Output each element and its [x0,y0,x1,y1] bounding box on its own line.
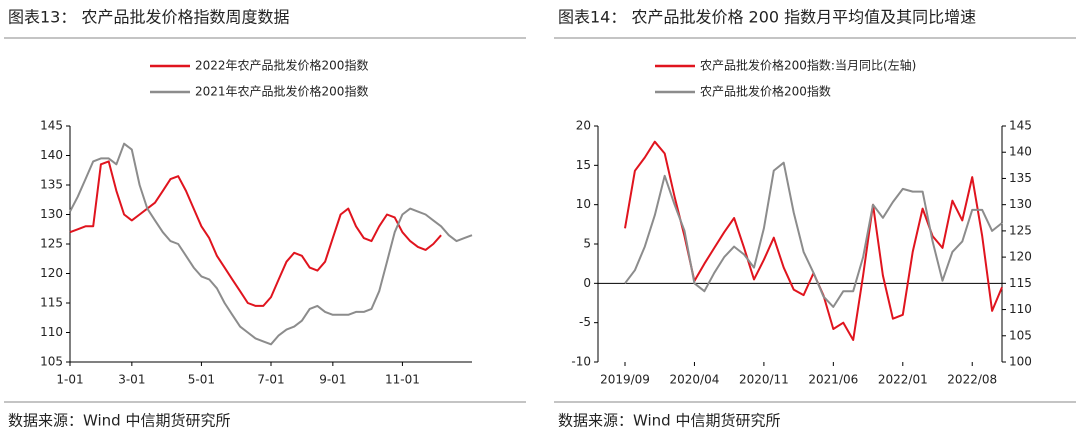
x-tick-label: 7-01 [257,373,284,387]
legend-label: 农产品批发价格200指数:当月同比(左轴) [700,58,916,73]
x-tick-label: 5-01 [188,373,215,387]
legend-label: 农产品批发价格200指数 [700,84,831,99]
y-tick-label: 110 [40,325,63,339]
y2-tick-label: 105 [1009,328,1032,342]
y2-tick-label: 120 [1009,250,1032,264]
y-tick-label: 120 [40,266,63,280]
y-tick-label: 0 [583,276,591,290]
y-tick-label: 10 [576,197,591,211]
y-tick-label: 130 [40,207,63,221]
source: 数据来源：Wind 中信期货研究所 [558,412,780,430]
y-tick-label: 5 [583,237,591,251]
x-tick-label: 11-01 [385,373,420,387]
chart-title: 图表14： 农产品批发价格 200 指数月平均值及其同比增速 [558,8,976,27]
y2-tick-label: 115 [1009,276,1032,290]
y-tick-label: -10 [571,355,591,369]
x-tick-label: 2020/04 [670,373,720,387]
chart-title: 图表13： 农产品批发价格指数周度数据 [8,8,289,27]
y2-tick-label: 135 [1009,171,1032,185]
y-tick-label: 140 [40,148,63,162]
y2-tick-label: 100 [1009,355,1032,369]
y-tick-label: -5 [579,315,591,329]
series-line [624,140,1003,341]
y-tick-label: 125 [40,237,63,251]
x-tick-label: 2019/09 [600,373,650,387]
series-line [69,142,473,346]
y2-tick-label: 125 [1009,223,1032,237]
legend-label: 2022年农产品批发价格200指数 [195,58,368,73]
y-tick-label: 105 [40,355,63,369]
source: 数据来源：Wind 中信期货研究所 [8,412,230,430]
x-tick-label: 9-01 [319,373,346,387]
x-tick-label: 2020/11 [739,373,789,387]
y2-tick-label: 110 [1009,302,1032,316]
y2-tick-label: 145 [1009,119,1032,133]
x-tick-label: 2022/01 [878,373,928,387]
series-line [624,161,1003,308]
x-tick-label: 2022/08 [947,373,997,387]
y-tick-label: 145 [40,119,63,133]
x-tick-label: 1-01 [56,373,83,387]
y-tick-label: 15 [576,158,591,172]
y-tick-label: 115 [40,296,63,310]
y2-tick-label: 130 [1009,197,1032,211]
legend-label: 2021年农产品批发价格200指数 [195,84,368,99]
y2-tick-label: 140 [1009,145,1032,159]
x-tick-label: 2021/06 [808,373,858,387]
x-tick-label: 3-01 [118,373,145,387]
y-tick-label: 20 [576,119,591,133]
series-line [69,160,442,307]
y-tick-label: 135 [40,178,63,192]
